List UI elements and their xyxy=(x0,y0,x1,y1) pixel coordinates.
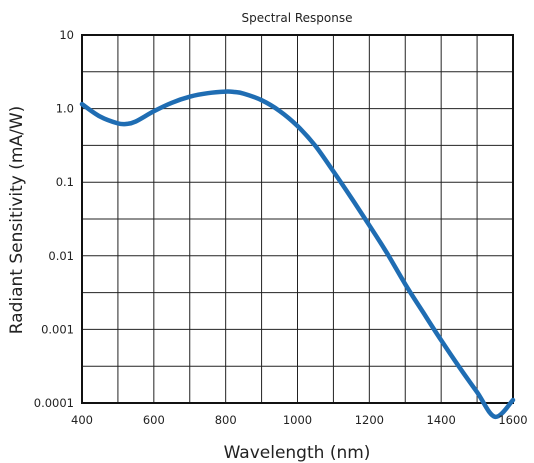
chart-title: Spectral Response xyxy=(242,11,353,25)
x-tick-labels: 400 600 800 1000 1200 1400 1600 xyxy=(71,413,528,427)
x-tick-label: 800 xyxy=(215,413,237,427)
x-tick-label: 400 xyxy=(71,413,93,427)
x-tick-label: 600 xyxy=(143,413,165,427)
y-tick-label: 1.0 xyxy=(56,102,74,116)
y-tick-label: 0.1 xyxy=(56,175,74,189)
x-axis-label: Wavelength (nm) xyxy=(224,443,371,463)
y-tick-labels: 0.0001 0.001 0.01 0.1 1.0 10 xyxy=(34,28,74,410)
x-tick-label: 1400 xyxy=(427,413,456,427)
plot-frame xyxy=(81,34,514,404)
series-line xyxy=(79,89,516,420)
x-tick-label: 1600 xyxy=(498,413,527,427)
x-tick-label: 1200 xyxy=(355,413,384,427)
x-tick-label: 1000 xyxy=(283,413,312,427)
y-axis-label: Radiant Sensitivity (mA/W) xyxy=(7,106,27,335)
y-tick-label: 10 xyxy=(59,28,74,42)
series-layer xyxy=(79,89,516,420)
y-tick-label: 0.001 xyxy=(41,322,74,336)
grid-layer xyxy=(82,35,513,403)
y-tick-label: 0.0001 xyxy=(34,396,74,410)
y-tick-label: 0.01 xyxy=(48,249,74,263)
